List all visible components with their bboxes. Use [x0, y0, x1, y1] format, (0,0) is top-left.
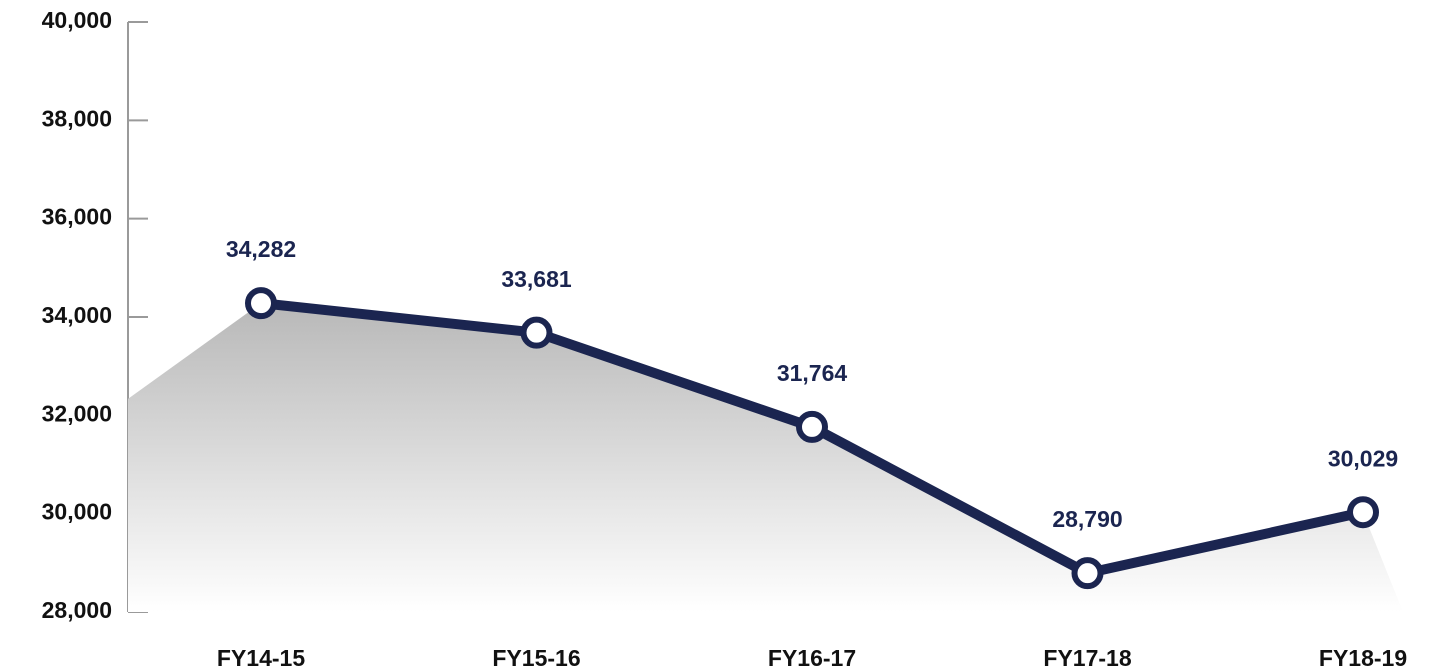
y-tick-label: 32,000	[42, 400, 112, 426]
x-tick-label: FY15-16	[492, 645, 580, 668]
y-tick-label: 36,000	[42, 204, 112, 230]
point	[245, 287, 277, 320]
y-tick-label: 28,000	[42, 597, 112, 623]
area	[128, 303, 1403, 612]
point	[520, 316, 553, 349]
y-tick-label: 34,000	[42, 302, 112, 328]
y-tick-label: 40,000	[42, 7, 112, 33]
value-label: 34,282	[226, 236, 296, 262]
value-label: 33,681	[501, 266, 572, 292]
y-tick-label: 38,000	[42, 105, 112, 131]
point	[1347, 496, 1379, 529]
x-tick-label: FY16-17	[768, 645, 856, 668]
value-label: 31,764	[777, 360, 848, 386]
x-tick-label: FY17-18	[1043, 645, 1131, 668]
value-label: 30,029	[1328, 445, 1398, 471]
x-tick-label: FY14-15	[217, 645, 305, 668]
x-tick-label: FY18-19	[1319, 645, 1407, 668]
value-label: 28,790	[1052, 506, 1122, 532]
point	[1071, 557, 1104, 590]
point	[796, 410, 828, 443]
y-tick-label: 30,000	[42, 499, 112, 525]
